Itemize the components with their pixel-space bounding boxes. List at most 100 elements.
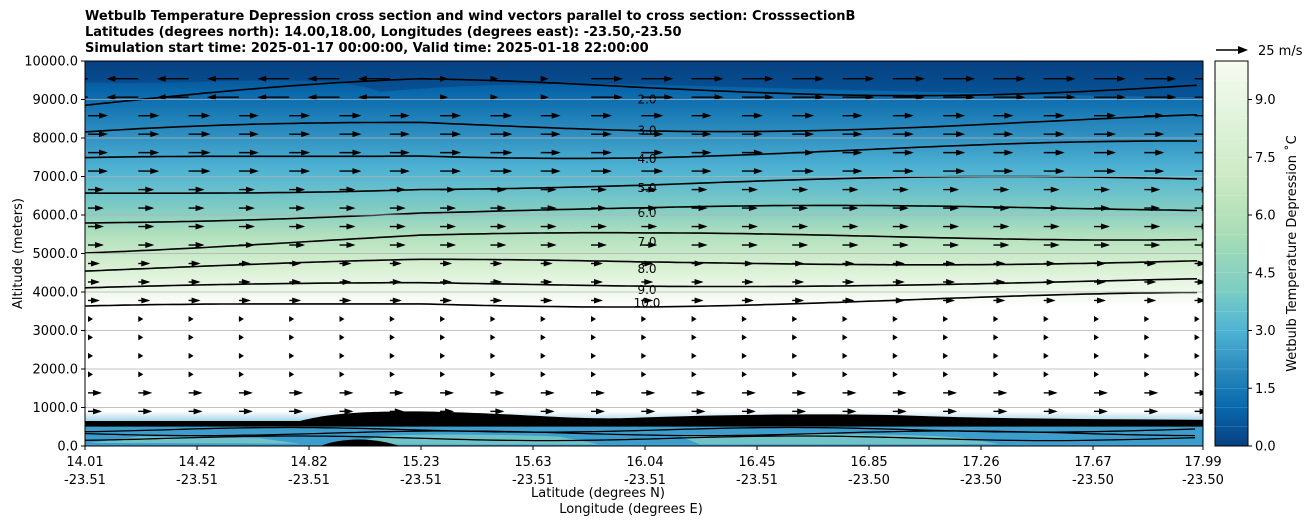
wind-vector-head: [904, 131, 914, 138]
wind-vector-head: [357, 94, 367, 101]
wind-vector-head: [95, 186, 104, 193]
y-tick-label: 5000.0: [33, 247, 79, 262]
wind-vector-head: [805, 149, 815, 156]
wind-vector-head: [744, 278, 754, 285]
wind-vector-head: [956, 149, 966, 156]
wind-vector-head: [946, 297, 956, 304]
wind-vector-head: [241, 297, 251, 304]
wind-vector-head: [956, 131, 966, 138]
wind-vector-head: [594, 297, 603, 304]
wind-vector-head: [389, 315, 395, 322]
wind-vector-head: [257, 94, 267, 101]
wind-vector-head: [106, 75, 116, 82]
wind-vector-head: [1149, 389, 1159, 396]
wind-vector-head: [392, 297, 402, 304]
wind-vector-head: [950, 186, 960, 193]
wind-vector-head: [694, 278, 704, 285]
colorbar-tick-label: 7.5: [1255, 151, 1276, 166]
contour-label: 3.0: [637, 123, 656, 137]
wind-vector-head: [904, 149, 914, 156]
wind-vector-head: [201, 168, 211, 175]
wind-vector-head: [792, 352, 798, 359]
wind-vector-head: [201, 131, 211, 138]
wind-vector-head: [543, 260, 553, 267]
wind-vector-head: [490, 334, 496, 341]
wind-vector-head: [853, 168, 863, 175]
wind-vector-head: [1207, 168, 1216, 174]
contour-label: 7.0: [637, 235, 656, 249]
chart-title-line1: Wetbulb Temperature Depression cross sec…: [85, 9, 856, 24]
wind-vector-head: [206, 94, 216, 101]
wind-vector-head: [648, 186, 658, 193]
wind-vector-head: [950, 242, 960, 249]
y-tick-label: 2000.0: [33, 363, 79, 378]
wind-vector-head: [1147, 278, 1157, 285]
wind-vector-head: [943, 315, 949, 322]
wind-vector-head: [741, 371, 747, 378]
wind-vector-head: [1167, 94, 1177, 101]
wind-vector-head: [296, 205, 306, 212]
wind-vector-head: [452, 112, 462, 119]
wind-vector-head: [1197, 260, 1203, 267]
wind-vector-head: [1046, 297, 1056, 304]
wind-vector-head: [195, 205, 205, 212]
wind-vector-head: [88, 334, 93, 341]
wind-vector-head: [746, 408, 756, 415]
wind-vector-head: [842, 352, 848, 359]
wind-vector-head: [1043, 334, 1049, 341]
wind-vector-head: [1094, 315, 1099, 322]
x-tick-label-lat: 14.42: [178, 455, 215, 470]
wind-vector-head: [946, 260, 956, 267]
wind-vector-head: [744, 297, 754, 304]
y-axis-label: Altitude (meters): [11, 198, 26, 309]
wind-vector-head: [396, 223, 406, 230]
wind-vector-head: [400, 168, 410, 175]
wind-vector-head: [156, 94, 166, 101]
colorbar-tick-label: 0.0: [1255, 440, 1276, 455]
wind-vector-head: [741, 334, 747, 341]
wind-vector-head: [956, 168, 966, 175]
wind-vector-head: [141, 297, 151, 304]
x-axis-label-2: Longitude (degrees E): [559, 502, 703, 517]
wind-vector-head: [245, 242, 255, 249]
wind-vector-head: [1004, 149, 1014, 156]
wind-vector-head: [238, 371, 244, 378]
x-tick-label-lat: 17.99: [1184, 455, 1221, 470]
wind-vector-head: [1094, 371, 1099, 378]
wind-vector-head: [1155, 149, 1165, 156]
x-tick-label-lon: -23.51: [624, 473, 666, 488]
wind-vector-head: [195, 186, 205, 193]
wind-vector-head: [1066, 94, 1076, 101]
wind-vector-head: [344, 408, 354, 415]
wind-vector-head: [490, 352, 496, 359]
wind-vector-head: [950, 205, 960, 212]
y-tick-label: 1000.0: [33, 401, 79, 416]
wind-vector-head: [145, 242, 155, 249]
wind-vector-head: [99, 112, 108, 119]
wind-vector-head: [591, 371, 596, 378]
wind-vector-head: [1066, 75, 1076, 82]
wind-vector-head: [1099, 389, 1108, 396]
wind-vector-head: [694, 297, 704, 304]
x-tick-label-lat: 17.26: [962, 455, 999, 470]
wind-vector-head: [339, 334, 345, 341]
wind-vector-head: [654, 112, 664, 119]
wind-vector-head: [614, 75, 623, 82]
wind-vector-head: [307, 94, 317, 101]
wind-vector-head: [191, 278, 201, 285]
wind-vector-head: [805, 112, 815, 119]
wind-vector-head: [138, 315, 144, 322]
wind-vector-head: [805, 131, 815, 138]
wind-vector-head: [1050, 242, 1060, 249]
wind-vector-head: [95, 223, 104, 230]
wind-vector-head: [795, 297, 805, 304]
wind-vector-head: [497, 186, 507, 193]
wind-vector-head: [748, 223, 758, 230]
wind-vector-head: [493, 278, 503, 285]
colorbar-tick-label: 4.5: [1255, 266, 1276, 281]
wind-vector-head: [447, 205, 457, 212]
wind-vector-head: [249, 168, 259, 175]
wind-vector-head: [702, 168, 712, 175]
wind-vector-head: [1101, 242, 1110, 249]
wind-vector-head: [88, 371, 93, 378]
